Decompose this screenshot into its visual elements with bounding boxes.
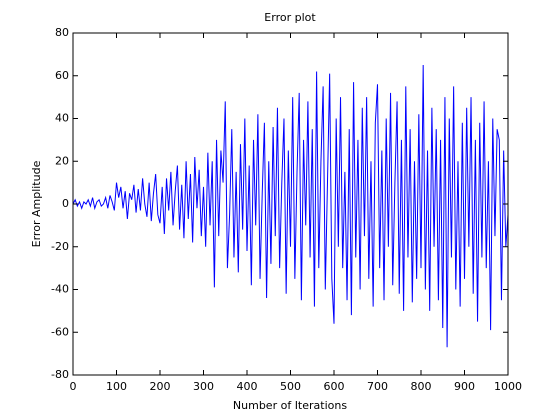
x-tick-label: 0 (70, 380, 77, 393)
x-tick-label: 500 (280, 380, 301, 393)
y-tick-label: 60 (55, 69, 69, 82)
y-tick-label: 40 (55, 112, 69, 125)
x-tick-label: 200 (150, 380, 171, 393)
data-line (72, 65, 509, 348)
x-tick-label: 100 (106, 380, 127, 393)
x-tick-label: 800 (411, 380, 432, 393)
y-tick-label: 20 (55, 154, 69, 167)
y-tick-label: -80 (51, 368, 69, 381)
y-tick-label: 80 (55, 26, 69, 39)
x-tick-label: 300 (193, 380, 214, 393)
y-tick-label: 0 (62, 197, 69, 210)
x-tick-label: 400 (237, 380, 258, 393)
x-tick-label: 1000 (494, 380, 522, 393)
y-tick-label: -40 (51, 283, 69, 296)
x-tick-label: 900 (454, 380, 475, 393)
x-tick-label: 600 (324, 380, 345, 393)
y-axis-label: Error Amplitude (30, 160, 43, 247)
y-tick-label: -60 (51, 325, 69, 338)
x-tick-label: 700 (367, 380, 388, 393)
y-tick-label: -20 (51, 240, 69, 253)
chart-title: Error plot (264, 11, 316, 24)
x-axis-label: Number of Iterations (233, 399, 347, 412)
